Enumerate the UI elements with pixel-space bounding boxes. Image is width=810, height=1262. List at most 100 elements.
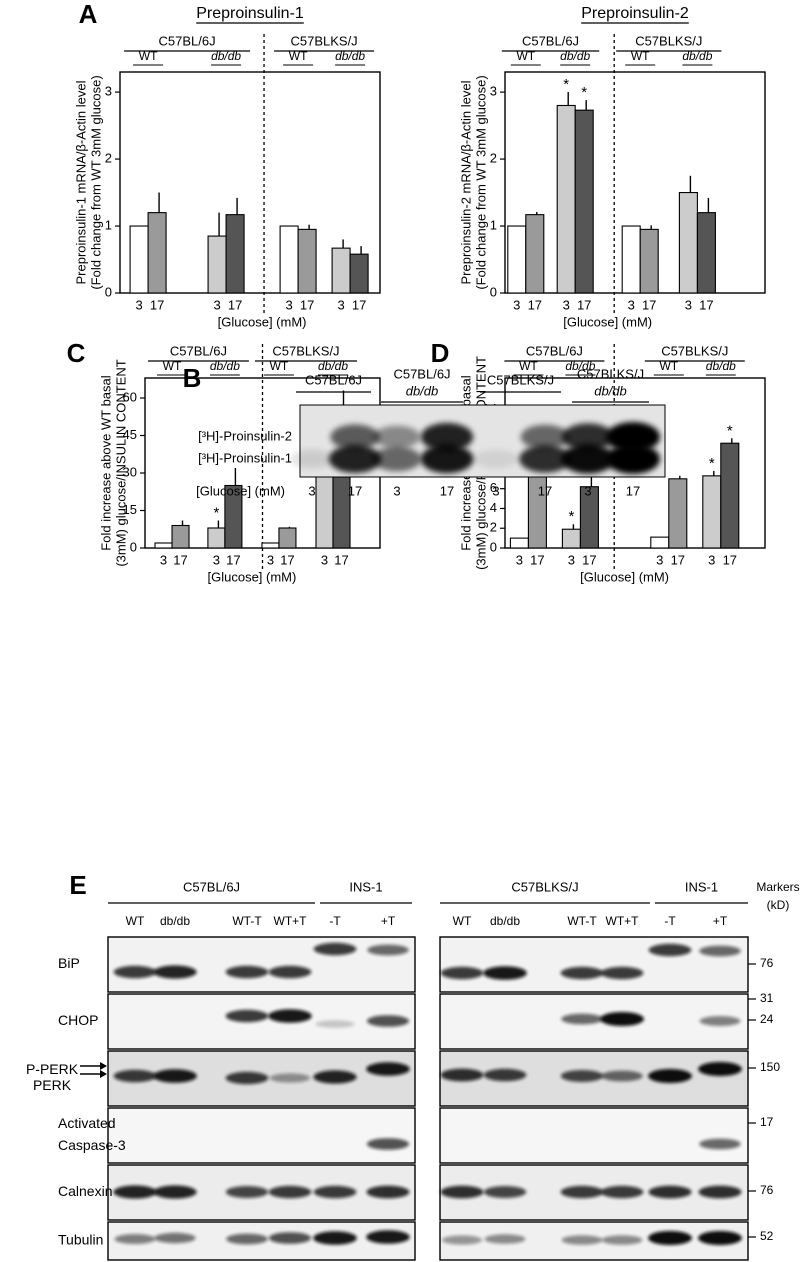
blot-band: [226, 1233, 268, 1245]
blot-strip: [439, 936, 749, 993]
marker-label: 24: [760, 1012, 774, 1026]
y-axis-label: (3mM) glucose/INSULIN CONTENT: [113, 359, 128, 566]
blot-band: [483, 1068, 527, 1082]
gel-band: [474, 449, 518, 469]
marker-label: 76: [760, 956, 774, 970]
y-tick-label: 3: [105, 84, 112, 99]
lane-label: -T: [664, 914, 676, 928]
x-tick-label: 17: [228, 297, 242, 312]
glucose-label: [Glucose] (mM): [196, 483, 285, 498]
x-tick-label: 17: [528, 297, 542, 312]
blot-strip: [439, 1107, 749, 1164]
panel-label: C: [67, 338, 86, 368]
band-label: [³H]-Proinsulin-1: [198, 450, 292, 465]
blot-band: [366, 1138, 410, 1150]
row-label: Tubulin: [58, 1232, 103, 1248]
blot-band: [313, 1231, 357, 1245]
significance-mark: *: [213, 504, 219, 521]
blot-band: [366, 1185, 410, 1199]
blot-band: [268, 1009, 312, 1023]
bar: [574, 109, 594, 294]
row-label: BiP: [58, 955, 80, 971]
y-tick-label: 15: [123, 502, 137, 517]
lane-label: -T: [329, 914, 341, 928]
x-tick-label: 3: [568, 552, 575, 567]
y-tick-label: 2: [105, 150, 112, 165]
blot-band: [699, 1016, 741, 1026]
bar: [556, 104, 576, 294]
lane-label: WT: [126, 914, 145, 928]
group-label: INS-1: [685, 879, 718, 894]
bar: [678, 191, 698, 294]
blot-band: [113, 965, 157, 979]
strain-label: db/db: [594, 383, 627, 398]
lane-label: 3: [492, 483, 499, 498]
blot-band: [315, 1020, 355, 1028]
genotype-label: WT: [516, 49, 535, 63]
y-tick-label: 1: [490, 217, 497, 232]
y-tick-label: 30: [123, 464, 137, 479]
genotype-label: db/db: [318, 359, 348, 373]
strain-label: db/db: [406, 383, 439, 398]
bar: [207, 527, 226, 549]
gel-band: [561, 444, 615, 474]
x-axis-label: [Glucose] (mM): [580, 569, 669, 584]
arrow-head: [100, 1070, 107, 1078]
x-axis-label: [Glucose] (mM): [563, 314, 652, 329]
blot-band: [153, 965, 197, 979]
strain-label: C57BL/6J: [393, 366, 450, 381]
y-tick-label: 4: [490, 500, 497, 515]
y-axis-label: (Fold change from WT 3mM glucose): [88, 75, 103, 289]
gel-band: [519, 445, 571, 473]
genotype-label: WT: [139, 49, 158, 63]
blot-band: [225, 1071, 269, 1085]
x-tick-label: 17: [530, 552, 544, 567]
strain-label: C57BL/6J: [526, 343, 583, 358]
blot-band: [225, 1009, 269, 1023]
strain-label: C57BL/6J: [159, 33, 216, 48]
row-label: PERK: [33, 1077, 72, 1093]
marker-label: 150: [760, 1060, 780, 1074]
bar: [668, 478, 688, 549]
x-tick-label: 3: [656, 552, 663, 567]
x-axis-label: [Glucose] (mM): [218, 314, 307, 329]
blot-band: [698, 1185, 742, 1199]
blot-band: [484, 1234, 526, 1244]
bar: [650, 536, 670, 549]
blot-band: [648, 1185, 692, 1199]
strain-label: C57BLKS/J: [661, 343, 728, 358]
genotype-label: WT: [163, 359, 182, 373]
bar: [331, 247, 351, 294]
blot-band: [560, 966, 604, 980]
blot-band: [366, 1230, 410, 1244]
genotype-label: db/db: [682, 49, 712, 63]
blot-band: [648, 1231, 692, 1245]
lane-label: 17: [348, 483, 362, 498]
x-tick-label: 17: [334, 552, 348, 567]
blot-band: [601, 1070, 643, 1082]
x-tick-label: 17: [577, 297, 591, 312]
lane-label: 3: [308, 483, 315, 498]
blot-band: [366, 1015, 410, 1027]
bar: [696, 212, 716, 294]
significance-mark: *: [581, 84, 587, 101]
x-tick-label: 17: [723, 552, 737, 567]
blot-band: [154, 1232, 196, 1244]
markers-title: Markers: [756, 880, 799, 894]
blot-band: [269, 1073, 311, 1083]
x-axis-label: [Glucose] (mM): [208, 569, 297, 584]
blot-band: [440, 966, 484, 980]
blot-band: [366, 1062, 410, 1076]
genotype-label: db/db: [565, 359, 595, 373]
gel-band: [328, 444, 382, 474]
gel-band: [606, 422, 660, 452]
lane-label: 17: [626, 483, 640, 498]
marker-label: 52: [760, 1229, 774, 1243]
genotype-label: WT: [289, 49, 308, 63]
x-tick-label: 3: [628, 297, 635, 312]
bar: [261, 542, 280, 549]
bar: [525, 214, 545, 294]
blot-band: [600, 1012, 644, 1026]
lane-label: WT-T: [232, 914, 262, 928]
